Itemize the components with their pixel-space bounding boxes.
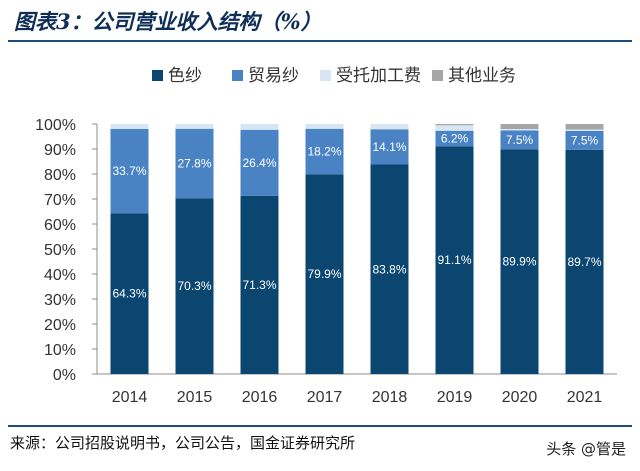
bar-2-2018 — [370, 129, 409, 165]
y-tick-label: 80% — [44, 167, 76, 184]
y-tick-label: 10% — [44, 342, 76, 359]
bar-2-2017 — [305, 128, 344, 175]
x-tick-label: 2014 — [112, 389, 148, 406]
x-tick-label: 2018 — [372, 389, 408, 406]
bar-1-2014 — [110, 213, 149, 374]
y-tick-label: 90% — [44, 142, 76, 159]
x-tick-label: 2015 — [177, 389, 213, 406]
bar-1-2015 — [175, 198, 214, 374]
data-label-1-2017: 79.9% — [307, 267, 341, 281]
data-label-1-2018: 83.8% — [372, 262, 406, 276]
bar-3-2018 — [370, 124, 409, 130]
bar-4-2019 — [435, 124, 474, 126]
x-tick-label: 2019 — [437, 389, 473, 406]
bar-2-2016 — [240, 129, 279, 196]
legend-label-2: 贸易纱 — [248, 66, 299, 86]
data-label-1-2016: 71.3% — [242, 278, 276, 292]
data-label-2-2020: 7.5% — [506, 133, 534, 147]
y-tick-label: 40% — [44, 267, 76, 284]
y-tick-label: 0% — [53, 367, 76, 384]
data-label-1-2019: 91.1% — [437, 253, 471, 267]
legend-label-4: 其他业务 — [448, 66, 516, 86]
legend-swatch-4 — [432, 70, 443, 81]
bar-3-2017 — [305, 124, 344, 129]
title-bar: 图表3：公司营业收入结构（%） — [0, 0, 640, 46]
stacked-bar-chart: 色纱 贸易纱 受托加工费 其他业务 0% 10% 20% 30% 40% 50% 60% 70% 80%… — [35, 66, 617, 406]
data-label-1-2021: 89.7% — [567, 255, 601, 269]
data-label-1-2020: 89.9% — [502, 255, 536, 269]
bar-3-2014 — [110, 124, 149, 129]
bar-1-2016 — [240, 195, 279, 374]
bar-3-2015 — [175, 124, 214, 129]
y-tick-label: 70% — [44, 192, 76, 209]
bar-2-2015 — [175, 128, 214, 199]
data-label-2-2017: 18.2% — [307, 145, 341, 159]
y-tick-label: 50% — [44, 242, 76, 259]
x-tick-label: 2016 — [242, 389, 278, 406]
y-tick-label: 20% — [44, 317, 76, 334]
data-label-1-2014: 64.3% — [112, 287, 146, 301]
data-label-2-2021: 7.5% — [571, 133, 599, 147]
bar-1-2021 — [565, 149, 604, 374]
title-divider — [8, 40, 632, 42]
x-tick-label: 2021 — [567, 389, 603, 406]
bar-1-2019 — [435, 146, 474, 374]
bar-4-2020 — [500, 124, 539, 129]
bar-1-2017 — [305, 174, 344, 374]
y-tick-label: 30% — [44, 292, 76, 309]
legend-swatch-1 — [152, 70, 163, 81]
page-title: 图表3：公司营业收入结构（%） — [14, 9, 322, 34]
bar-2-2019 — [435, 130, 474, 147]
x-tick-label: 2017 — [307, 389, 343, 406]
y-tick-label: 60% — [44, 217, 76, 234]
legend-label-1: 色纱 — [168, 66, 202, 86]
bar-3-2019 — [435, 125, 474, 131]
watermark: 头条 @管是 — [546, 440, 626, 458]
footer-divider — [8, 425, 632, 427]
bar-1-2018 — [370, 164, 409, 374]
bar-3-2016 — [240, 124, 279, 130]
bar-3-2021 — [565, 129, 604, 131]
y-tick-label: 100% — [35, 117, 76, 134]
data-label-2-2015: 27.8% — [177, 157, 211, 171]
x-tick-label: 2020 — [502, 389, 538, 406]
legend-swatch-2 — [232, 70, 243, 81]
data-label-2-2016: 26.4% — [242, 156, 276, 170]
data-label-1-2015: 70.3% — [177, 279, 211, 293]
bar-1-2020 — [500, 149, 539, 374]
source-note: 来源：公司招股说明书，公司公告，国金证券研究所 — [10, 434, 356, 452]
data-label-2-2014: 33.7% — [112, 164, 146, 178]
bar-2-2020 — [500, 130, 539, 150]
legend-label-3: 受托加工费 — [336, 66, 421, 86]
bar-2-2021 — [565, 131, 604, 150]
bar-4-2021 — [565, 124, 604, 130]
bar-2-2014 — [110, 129, 149, 214]
bar-3-2020 — [500, 129, 539, 131]
legend-swatch-3 — [320, 70, 331, 81]
data-label-2-2019: 6.2% — [441, 132, 469, 146]
data-label-2-2018: 14.1% — [372, 140, 406, 154]
